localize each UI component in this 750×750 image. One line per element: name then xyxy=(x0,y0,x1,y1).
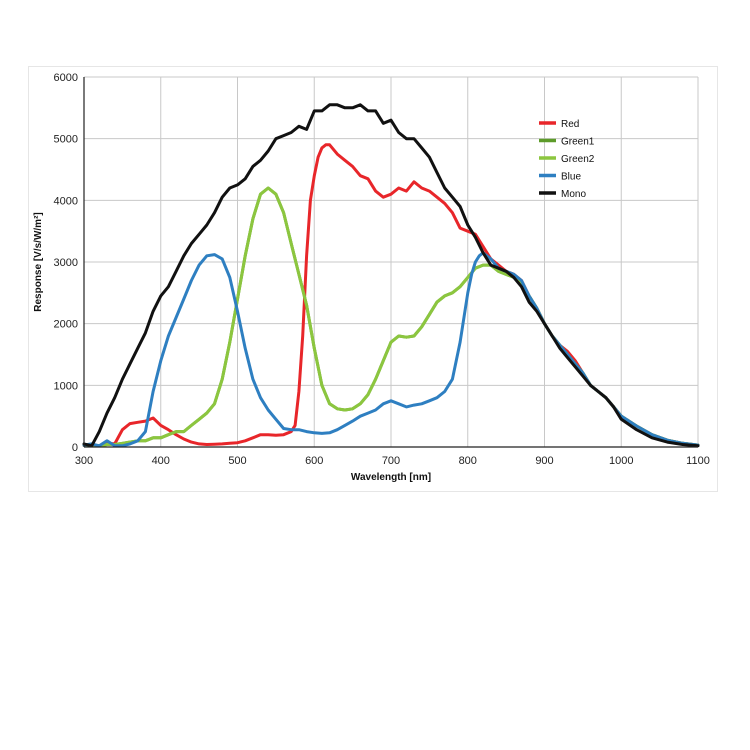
x-tick-label: 700 xyxy=(382,455,400,467)
series-line-mono xyxy=(82,103,700,448)
axes xyxy=(83,77,698,448)
y-tick-label: 6000 xyxy=(54,72,78,84)
x-tick-label: 500 xyxy=(228,455,246,467)
response-chart: 300 400 500 600 700 800 900 1000 1100 0 1000 2000 30… xyxy=(33,72,710,483)
y-tick-label: 1000 xyxy=(54,380,78,392)
x-tick-label: 600 xyxy=(305,455,323,467)
legend-label-green1: Green1 xyxy=(561,137,595,148)
x-tick-label: 900 xyxy=(535,455,553,467)
x-tick-label: 1100 xyxy=(686,455,710,467)
x-tick-label: 1000 xyxy=(609,455,633,467)
tick-labels: 300 400 500 600 700 800 900 1000 1100 0 1000 2000 30… xyxy=(54,72,710,467)
y-tick-label: 3000 xyxy=(54,257,78,269)
y-tick-label: 2000 xyxy=(54,319,78,331)
legend-label-blue: Blue xyxy=(561,172,581,183)
series-line-blue xyxy=(82,251,700,448)
y-axis-title: Response [V/s/W/m²] xyxy=(33,212,44,311)
x-tick-label: 400 xyxy=(152,455,170,467)
legend-label-red: Red xyxy=(561,119,579,130)
y-tick-label: 0 xyxy=(72,442,78,454)
x-axis-title: Wavelength [nm] xyxy=(351,472,431,483)
chart-frame: 300 400 500 600 700 800 900 1000 1100 0 1000 2000 30… xyxy=(28,66,718,492)
grid-lines xyxy=(83,76,699,448)
x-tick-label: 800 xyxy=(459,455,477,467)
y-tick-label: 4000 xyxy=(54,195,78,207)
x-tick-label: 300 xyxy=(75,455,93,467)
legend-label-green2: Green2 xyxy=(561,154,595,165)
series-lines xyxy=(82,103,700,448)
legend: Red Green1 Green2 Blue Mono xyxy=(539,119,595,200)
legend-label-mono: Mono xyxy=(561,189,586,200)
y-tick-label: 5000 xyxy=(54,134,78,146)
